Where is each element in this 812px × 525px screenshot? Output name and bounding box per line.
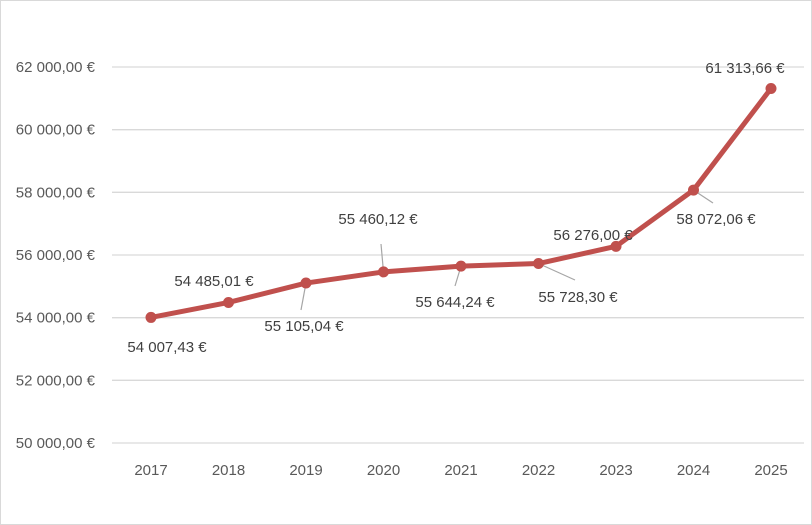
data-point [378, 266, 389, 278]
data-label: 61 313,66 € [705, 60, 785, 77]
x-tick-label: 2025 [754, 462, 787, 479]
data-label: 54 485,01 € [174, 273, 254, 290]
x-tick-label: 2017 [134, 462, 167, 479]
x-axis-tick-labels: 2017 2018 2019 2020 2021 2022 2023 2024 2025 [134, 462, 787, 479]
x-tick-label: 2021 [444, 462, 477, 479]
y-tick-label: 50 000,00 € [16, 435, 96, 452]
x-tick-label: 2018 [212, 462, 245, 479]
y-tick-label: 56 000,00 € [16, 247, 96, 264]
y-tick-label: 62 000,00 € [16, 59, 96, 76]
y-tick-label: 52 000,00 € [16, 372, 96, 389]
data-point [455, 260, 467, 272]
leader-line [538, 262, 576, 281]
data-label: 55 728,30 € [538, 289, 618, 306]
x-tick-label: 2019 [289, 462, 322, 479]
x-tick-label: 2020 [367, 462, 400, 479]
x-tick-label: 2024 [677, 462, 710, 479]
data-label: 56 276,00 € [553, 227, 633, 244]
y-tick-label: 54 000,00 € [16, 310, 96, 327]
data-point [688, 184, 699, 196]
x-tick-label: 2022 [522, 462, 555, 479]
data-point [145, 311, 157, 323]
y-tick-label: 58 000,00 € [16, 184, 96, 201]
data-point [223, 296, 234, 308]
leader-lines [300, 189, 714, 311]
data-label: 54 007,43 € [127, 339, 207, 356]
data-point [533, 258, 544, 270]
data-label: 55 105,04 € [264, 318, 344, 335]
data-point [765, 83, 777, 95]
data-label: 58 072,06 € [676, 211, 756, 228]
data-label: 55 460,12 € [338, 211, 418, 228]
y-axis-tick-labels: 50 000,00 € 52 000,00 € 54 000,00 € 56 000,… [16, 59, 96, 452]
data-label: 55 644,24 € [415, 294, 495, 311]
data-point [610, 240, 622, 252]
x-tick-label: 2023 [599, 462, 632, 479]
data-points [145, 83, 777, 323]
data-point [300, 277, 312, 289]
y-tick-label: 60 000,00 € [16, 122, 96, 139]
gridlines [112, 66, 804, 444]
data-labels: 54 007,43 € 54 485,01 € 55 105,04 € 55 460,… [127, 60, 785, 356]
